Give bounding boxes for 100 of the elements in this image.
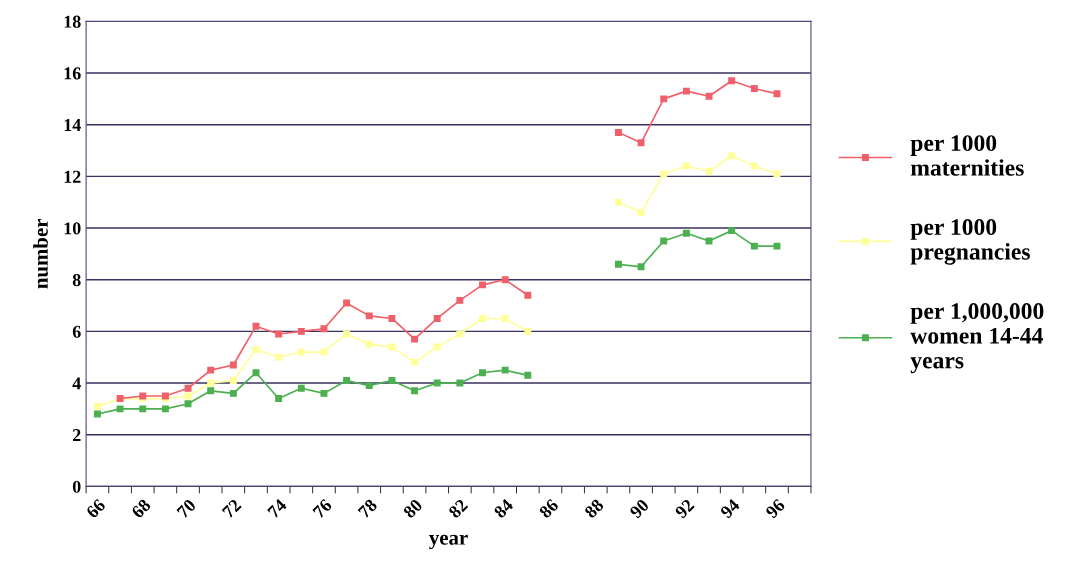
point xyxy=(116,405,124,413)
point xyxy=(252,322,260,330)
point xyxy=(660,95,668,103)
point xyxy=(660,237,668,245)
x-axis-title: year xyxy=(429,534,468,550)
legend-label: per 1000 pregnancies xyxy=(910,219,1030,265)
point xyxy=(524,291,532,299)
point xyxy=(365,312,373,320)
point xyxy=(524,371,532,379)
point xyxy=(433,314,441,322)
point xyxy=(637,139,645,147)
point xyxy=(320,389,328,397)
point xyxy=(705,237,713,245)
point xyxy=(411,358,419,366)
point xyxy=(660,170,668,178)
point xyxy=(207,366,215,374)
y-tick-label: 4 xyxy=(72,377,81,390)
y-tick-label: 2 xyxy=(72,429,81,441)
x-tick-label: 82 xyxy=(447,498,469,519)
point xyxy=(229,361,237,369)
point xyxy=(184,392,192,400)
y-tick-label: 14 xyxy=(64,119,81,131)
point xyxy=(773,242,781,250)
x-tick-label: 70 xyxy=(176,498,197,519)
x-tick-label: 78 xyxy=(357,498,378,519)
x-tick-label: 94 xyxy=(719,498,741,519)
legend-label: per 1,000,000 women 14-44 years xyxy=(910,303,1044,374)
point xyxy=(501,276,509,284)
y-tick-label: 18 xyxy=(64,15,81,28)
y-axis-title: number xyxy=(33,219,48,289)
point xyxy=(479,314,486,322)
x-tick-label: 92 xyxy=(674,498,695,519)
y-tick-label: 8 xyxy=(72,273,81,287)
point xyxy=(275,395,283,403)
point xyxy=(456,379,464,387)
point xyxy=(705,92,713,100)
point xyxy=(297,348,305,356)
x-tick-label: 76 xyxy=(312,498,333,519)
x-tick-label: 84 xyxy=(493,498,514,519)
y-tick-label: 0 xyxy=(72,480,81,493)
point xyxy=(252,369,260,377)
point xyxy=(343,299,351,307)
point xyxy=(388,343,396,351)
point xyxy=(433,379,441,387)
x-tick-label: 90 xyxy=(629,498,650,519)
point xyxy=(275,330,283,338)
point xyxy=(479,281,486,289)
point xyxy=(229,377,237,384)
point xyxy=(456,296,464,304)
point xyxy=(411,387,419,395)
point xyxy=(365,382,373,390)
point xyxy=(682,87,690,95)
x-tick-label: 96 xyxy=(764,498,786,519)
point xyxy=(728,152,736,160)
y-tick-label: 6 xyxy=(72,325,81,338)
x-tick-label: 74 xyxy=(267,498,288,519)
point xyxy=(682,162,690,170)
point xyxy=(184,400,192,408)
point xyxy=(433,343,441,351)
point xyxy=(682,229,690,237)
legend-label: per 1000 maternities xyxy=(910,135,1024,176)
point xyxy=(728,227,736,235)
x-tick-label: 88 xyxy=(583,498,605,519)
x-tick-label: 66 xyxy=(85,498,107,519)
point xyxy=(614,128,622,136)
x-tick-label: 68 xyxy=(130,498,152,519)
point xyxy=(614,260,622,268)
point xyxy=(728,77,736,85)
point xyxy=(252,346,260,353)
point xyxy=(388,314,396,322)
point xyxy=(365,340,373,348)
point xyxy=(705,167,713,175)
point xyxy=(501,314,509,322)
point xyxy=(456,330,464,338)
point xyxy=(297,327,305,335)
point xyxy=(637,209,645,217)
point xyxy=(297,384,305,392)
point xyxy=(411,335,419,343)
y-tick-label: 16 xyxy=(64,67,81,80)
point xyxy=(229,389,237,397)
point xyxy=(773,90,781,98)
point xyxy=(750,162,758,170)
x-tick-label: 80 xyxy=(402,498,424,519)
point xyxy=(320,348,328,356)
point xyxy=(343,330,351,338)
point xyxy=(139,405,147,413)
point xyxy=(524,327,532,335)
y-tick-label: 10 xyxy=(64,222,81,235)
x-tick-label: 72 xyxy=(221,498,242,519)
point xyxy=(750,85,758,92)
point xyxy=(93,410,101,418)
point xyxy=(773,170,781,178)
point xyxy=(207,379,215,387)
point xyxy=(614,198,622,206)
point xyxy=(184,384,192,392)
point xyxy=(161,405,169,413)
point xyxy=(275,353,283,361)
point xyxy=(343,377,351,384)
point xyxy=(501,366,509,374)
point xyxy=(388,377,396,384)
